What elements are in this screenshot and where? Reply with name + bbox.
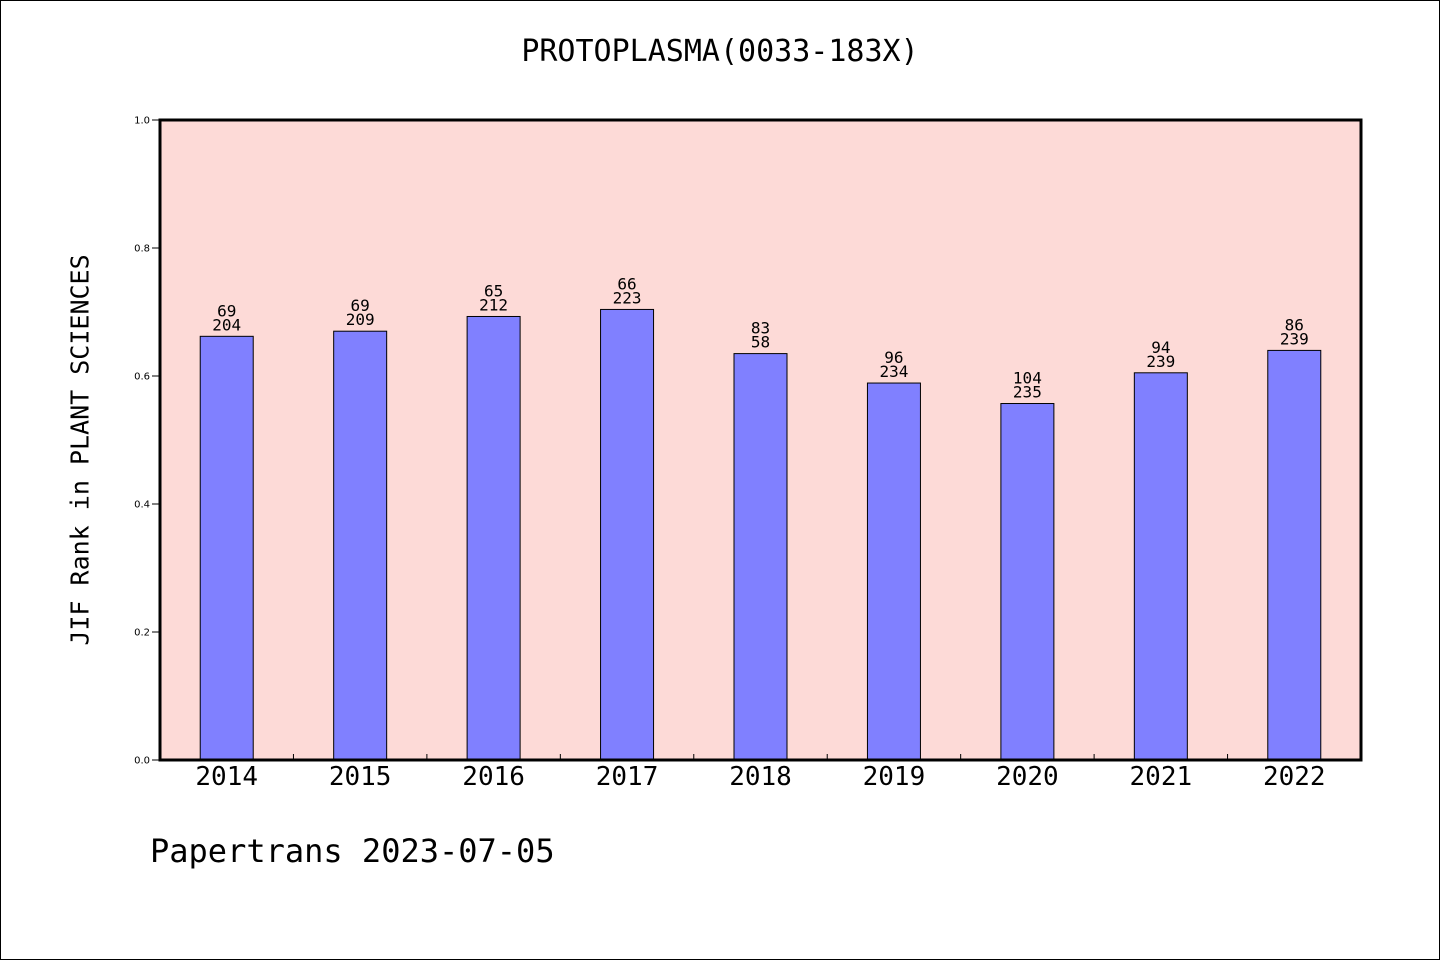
data-label-total: 235 xyxy=(1013,383,1042,402)
data-label-rank: 69 xyxy=(351,296,370,315)
data-label-rank: 83 xyxy=(751,319,770,338)
data-label-total: 223 xyxy=(613,288,642,307)
data-label-rank: 104 xyxy=(1013,369,1042,388)
data-label-rank: 96 xyxy=(884,348,903,367)
data-label-rank: 66 xyxy=(617,274,636,293)
data-label-total: 209 xyxy=(346,310,375,329)
data-label-total: 58 xyxy=(751,333,770,352)
y-tick-label: 0.6 xyxy=(134,372,150,383)
data-label-rank: 94 xyxy=(1151,338,1170,357)
data-label-rank: 65 xyxy=(484,281,503,300)
bar xyxy=(333,330,388,761)
bar xyxy=(1267,349,1322,761)
y-tick-label: 0.4 xyxy=(134,500,150,511)
footer-text: Papertrans 2023-07-05 xyxy=(150,832,555,870)
bar xyxy=(866,382,921,761)
y-tick-label: 0.2 xyxy=(134,628,150,639)
y-tick-label: 0.8 xyxy=(134,244,150,255)
data-label-total: 234 xyxy=(879,362,908,381)
chart-title: PROTOPLASMA(0033-183X) xyxy=(521,34,919,69)
x-tick-label: 2016 xyxy=(462,762,525,792)
data-label-total: 239 xyxy=(1146,352,1175,371)
bar xyxy=(1133,372,1188,761)
data-label-total: 212 xyxy=(479,295,508,314)
x-tick-label: 2017 xyxy=(596,762,659,792)
data-label-rank: 69 xyxy=(217,301,236,320)
plot-border xyxy=(158,118,1363,762)
bar xyxy=(733,353,788,761)
x-tick-label: 2018 xyxy=(729,762,792,792)
bar xyxy=(600,308,655,761)
y-tick-label: 0.0 xyxy=(134,756,150,767)
x-tick-label: 2019 xyxy=(863,762,926,792)
x-tick-label: 2014 xyxy=(195,762,258,792)
x-tick-label: 2020 xyxy=(996,762,1059,792)
bar xyxy=(466,315,521,761)
x-tick-label: 2021 xyxy=(1130,762,1193,792)
data-label-total: 239 xyxy=(1280,329,1309,348)
x-tick-label: 2022 xyxy=(1263,762,1326,792)
bar xyxy=(199,335,254,761)
data-label-total: 204 xyxy=(212,315,241,334)
data-label-rank: 86 xyxy=(1285,315,1304,334)
bar xyxy=(1000,403,1055,761)
y-tick-label: 1.0 xyxy=(134,116,150,127)
x-tick-label: 2015 xyxy=(329,762,392,792)
